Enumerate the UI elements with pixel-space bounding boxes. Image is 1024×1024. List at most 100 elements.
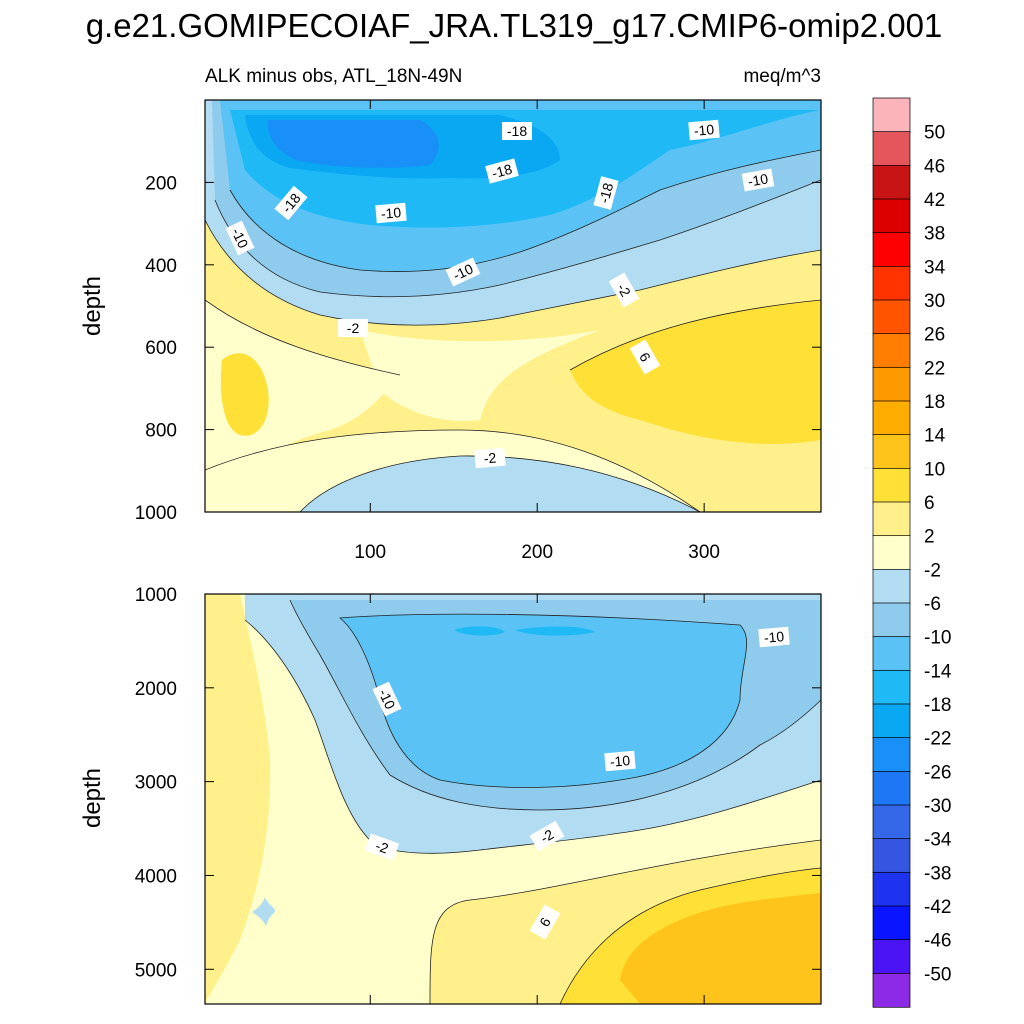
- colorbar-label: -42: [924, 897, 951, 918]
- svg-text:-10: -10: [693, 121, 715, 139]
- lower-contours: [244, 599, 821, 1004]
- lower-neg-18a: [454, 626, 505, 636]
- colorbar-label: -26: [924, 762, 951, 783]
- lower-panel: [205, 594, 821, 1004]
- lower-contour-label: -10: [604, 750, 636, 772]
- upper-contour-label: -10: [445, 257, 481, 287]
- colorbar-swatch: [872, 535, 911, 570]
- colorbar-label: 38: [924, 224, 945, 245]
- colorbar-label: 2: [924, 527, 935, 548]
- colorbar-label: 50: [924, 123, 945, 144]
- upper-ytick-label: 1000: [135, 503, 177, 524]
- colorbar-swatch: [872, 434, 911, 469]
- colorbar-label: 42: [924, 190, 945, 211]
- colorbar-swatch: [872, 501, 911, 537]
- colorbar-swatch: [872, 97, 911, 133]
- colorbar-label: 46: [924, 156, 945, 177]
- left-subtitle: ALK minus obs, ATL_18N-49N: [205, 66, 462, 87]
- lower-ytick-label: 4000: [135, 866, 177, 887]
- colorbar-swatch: [872, 703, 911, 739]
- lower-warm-west: [205, 594, 271, 1004]
- upper-contour-label: -18: [502, 122, 532, 140]
- colorbar-label: -14: [924, 661, 952, 682]
- lower-contour-label: 6: [529, 904, 561, 940]
- colorbar-swatch: [872, 333, 911, 368]
- upper-xtick-label: 200: [521, 542, 553, 563]
- colorbar-label: 6: [924, 493, 935, 514]
- lower-contour-label: -10: [372, 681, 402, 717]
- upper-panel: [205, 100, 821, 512]
- lower-contour-labels: -10 -10 -10 -2 -2 6: [364, 626, 790, 940]
- svg-text:-18: -18: [507, 123, 527, 139]
- upper-band-neutral-mid: [360, 330, 600, 421]
- upper-ytick-label: 400: [145, 256, 177, 277]
- colorbar-swatch: [872, 905, 911, 941]
- colorbar-label: 26: [924, 325, 945, 346]
- upper-contour-label: -10: [225, 220, 255, 256]
- colorbar-swatch: [872, 737, 911, 772]
- lower-yaxis: 1000 2000 3000 4000 5000 depth: [79, 585, 821, 981]
- svg-text:-18: -18: [490, 161, 514, 182]
- colorbar-label: 10: [924, 459, 945, 480]
- lower-neg-14: [340, 614, 747, 788]
- lower-xaxis: [369, 594, 705, 1004]
- upper-ytick-label: 200: [145, 173, 177, 194]
- svg-text:-10: -10: [609, 752, 631, 770]
- colorbar-swatch: [872, 669, 911, 705]
- upper-contour-label: -10: [741, 168, 775, 192]
- lower-ylabel: depth: [79, 768, 106, 828]
- upper-contour-label: -2: [474, 447, 506, 469]
- upper-contour-label: -18: [485, 158, 519, 184]
- colorbar-swatch: [872, 265, 911, 301]
- upper-warm-east: [570, 300, 821, 444]
- upper-contour-label: -2: [608, 272, 640, 308]
- upper-ylabel: depth: [79, 276, 106, 336]
- upper-contour-label: -18: [593, 176, 619, 210]
- upper-frame: [204, 99, 822, 513]
- colorbar-label: -22: [924, 729, 951, 750]
- upper-xtick-label: 100: [354, 542, 386, 563]
- colorbar-label: 18: [924, 392, 945, 413]
- lower-ytick-label: 1000: [135, 585, 177, 606]
- lower-contour-label: -2: [529, 820, 565, 852]
- svg-text:-2: -2: [373, 837, 390, 856]
- svg-text:-2: -2: [483, 449, 497, 466]
- colorbar-swatch: [872, 770, 911, 806]
- colorbar-label: 30: [924, 291, 945, 312]
- colorbar-label: -30: [924, 796, 951, 817]
- figure-title: g.e21.GOMIPECOIAF_JRA.TL319_g17.CMIP6-om…: [86, 7, 943, 44]
- colorbar-swatch: [872, 164, 911, 200]
- units-subtitle: meq/m^3: [743, 66, 821, 87]
- colorbar-label: 14: [924, 426, 946, 447]
- colorbar-swatch: [872, 972, 911, 1008]
- upper-contour-label: -10: [375, 202, 407, 224]
- colorbar-swatch: [872, 568, 911, 604]
- upper-ytick-label: 800: [145, 421, 177, 442]
- upper-contours: [205, 149, 821, 512]
- colorbar-swatch: [872, 871, 911, 907]
- upper-warm-west: [220, 353, 269, 436]
- colorbar-swatch: [872, 467, 911, 503]
- upper-neg-26: [267, 120, 439, 168]
- lower-frame: [204, 593, 822, 1005]
- colorbar: 50 46 42 38 34 30 26 22 18 14 10 6 2 -2 -6 -10 -14 -18 -22…: [872, 97, 952, 1008]
- svg-text:-2: -2: [347, 320, 360, 336]
- colorbar-swatch: [872, 366, 911, 402]
- colorbar-label: -6: [924, 594, 941, 615]
- colorbar-swatch: [872, 939, 911, 974]
- colorbar-label: -10: [924, 628, 951, 649]
- colorbar-swatch: [872, 636, 911, 671]
- svg-text:-10: -10: [747, 170, 770, 189]
- colorbar-label: -50: [924, 964, 951, 985]
- upper-xaxis: 100 200 300: [354, 100, 720, 563]
- colorbar-swatch: [872, 198, 911, 234]
- upper-ytick-label: 600: [145, 338, 177, 359]
- colorbar-swatch: [872, 299, 911, 335]
- upper-contour-label: -10: [688, 119, 720, 141]
- svg-text:-10: -10: [375, 686, 398, 711]
- upper-neg-deep: [300, 455, 700, 512]
- colorbar-swatch: [872, 602, 911, 638]
- upper-contour-label: 6: [629, 339, 661, 375]
- upper-yaxis: 200 400 600 800 1000 depth: [79, 173, 821, 524]
